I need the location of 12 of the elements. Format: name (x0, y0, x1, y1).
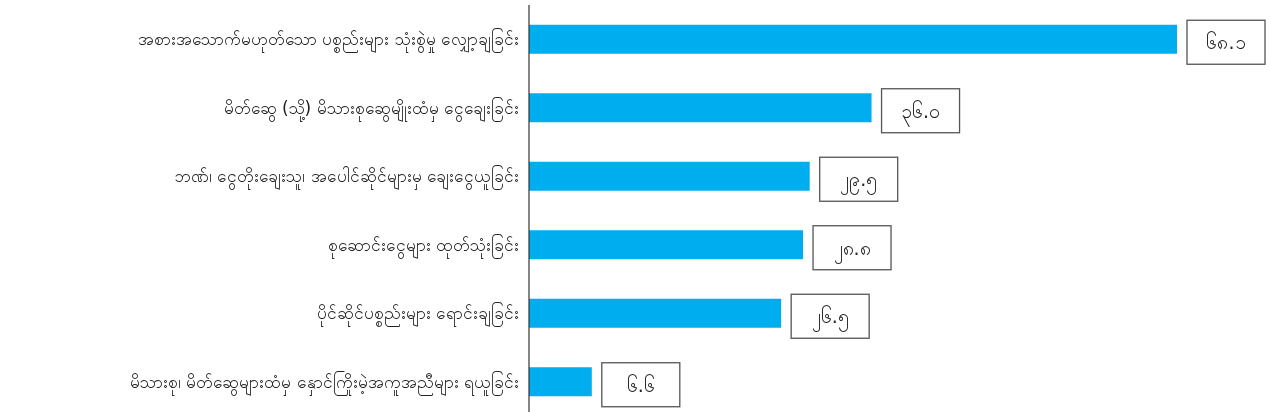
y-tick-label: မိတ်ဆွေ (သို့) မိသားစုဆွေမျိုးထံမှ ငွေချေးခြင်း (223, 96, 519, 122)
data-label: ၂၉.၅ (840, 168, 878, 196)
data-label: ၃၆.၀ (901, 99, 941, 127)
y-tick-label: ပိုင်ဆိုင်ပစ္စည်းများ ရောင်းချခြင်း (316, 302, 519, 328)
data-label: ၂၆.၅ (811, 305, 849, 333)
data-label: ၂၈.၈ (833, 236, 871, 264)
y-tick-label: ဘဏ်၊ ငွေတိုးချေးသူ၊ အပေါင်ဆိုင်များမှ ချေးငွေယူခြင်း (174, 165, 519, 191)
data-label: ၆၈.၁ (1206, 31, 1246, 54)
y-tick-label: မိသားစု၊ မိတ်ဆွေများထံမှ နှောင်ကြိုးမဲ့အကူအညီများ ရယူခြင်း (129, 370, 519, 396)
data-label: ၆.၆ (626, 373, 655, 396)
y-tick-label: အစားအသောက်မဟုတ်သော ပစ္စည်းများ သုံးစွဲမှု လျှော့ချခြင်း (137, 28, 519, 54)
y-tick-label: စုဆောင်းငွေများ ထုတ်သုံးခြင်း (327, 233, 519, 259)
